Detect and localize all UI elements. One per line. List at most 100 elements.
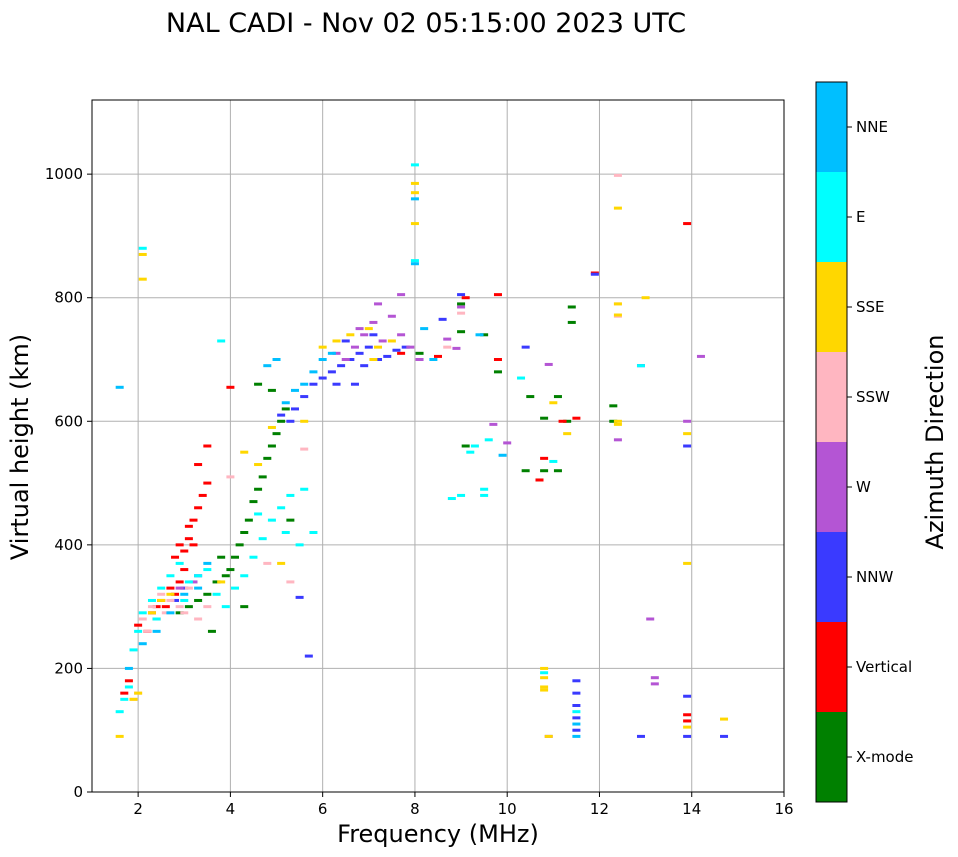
data-point-sse (410, 191, 419, 195)
y-axis-label: Virtual height (km) (6, 334, 34, 560)
data-point-sse (134, 691, 143, 695)
data-point-vertical (189, 543, 198, 547)
data-point-nne (194, 586, 203, 590)
data-point-nne (410, 262, 419, 266)
data-point-nnw (286, 419, 295, 423)
data-point-sse (549, 401, 558, 405)
data-point-vertical (226, 385, 235, 389)
colorbar-category-label: SSW (856, 388, 890, 406)
data-point-nne (263, 364, 272, 368)
data-point-e (249, 555, 258, 559)
data-point-x-mode (231, 555, 240, 559)
data-point-w (355, 327, 364, 331)
data-point-e (217, 339, 226, 343)
colorbar-swatch (816, 532, 847, 622)
data-point-e (166, 574, 175, 578)
data-point-e (277, 506, 286, 510)
colorbar-swatch (816, 712, 847, 802)
data-point-x-mode (272, 432, 281, 436)
data-point-vertical (194, 506, 203, 510)
data-point-nnw (337, 364, 346, 368)
data-point-e (134, 629, 143, 633)
data-point-vertical (397, 351, 406, 355)
data-point-e (212, 592, 221, 596)
data-point-vertical (175, 543, 184, 547)
data-point-x-mode (493, 370, 502, 374)
data-point-w (650, 682, 659, 686)
data-point-vertical (171, 592, 180, 596)
colorbar-swatch (816, 442, 847, 532)
data-point-ssw (226, 475, 235, 479)
data-point-e (180, 598, 189, 602)
data-point-nne (498, 453, 507, 457)
data-point-vertical (461, 296, 470, 300)
data-point-nnw (364, 345, 373, 349)
data-point-x-mode (203, 592, 212, 596)
data-point-nne (124, 666, 133, 670)
data-point-sse (277, 561, 286, 565)
data-point-e (175, 561, 184, 565)
data-point-e (157, 586, 166, 590)
data-point-e (124, 685, 133, 689)
data-point-w (369, 320, 378, 324)
data-point-nne (281, 401, 290, 405)
data-point-sse (540, 676, 549, 680)
data-point-nne (572, 734, 581, 738)
data-point-sse (138, 252, 147, 256)
data-point-w (650, 676, 659, 680)
data-point-nne (572, 722, 581, 726)
data-point-nnw (304, 654, 313, 658)
data-point-e (286, 493, 295, 497)
data-point-x-mode (540, 469, 549, 473)
data-point-nne (309, 370, 318, 374)
data-point-vertical (535, 478, 544, 482)
y-tick-label: 0 (73, 783, 83, 801)
data-point-sse (387, 339, 396, 343)
data-point-e (410, 163, 419, 167)
data-point-sse (563, 432, 572, 436)
data-point-e (466, 450, 475, 454)
grid-lines (92, 100, 785, 793)
data-point-x-mode (254, 487, 263, 491)
data-point-nne (300, 382, 309, 386)
data-point-sse (318, 345, 327, 349)
data-point-ssw (286, 580, 295, 584)
data-point-e (517, 376, 526, 380)
colorbar-swatch (816, 82, 847, 172)
x-tick-label: 6 (318, 800, 328, 818)
data-point-x-mode (521, 469, 530, 473)
data-point-sse (613, 422, 622, 426)
data-point-x-mode (267, 388, 276, 392)
data-point-nnw (327, 370, 336, 374)
data-point-x-mode (526, 395, 535, 399)
data-point-nne (475, 333, 484, 337)
data-point-nnw (374, 358, 383, 361)
data-point-ssw (147, 605, 156, 609)
data-point-nnw (300, 395, 309, 399)
data-point-nnw (438, 317, 447, 321)
data-point-e (636, 364, 645, 368)
data-point-nnw (309, 382, 318, 386)
data-point-vertical (558, 419, 567, 423)
data-point-e (254, 512, 263, 516)
x-axis-label: Frequency (MHz) (337, 820, 539, 848)
data-point-x-mode (480, 333, 489, 337)
data-point-w (544, 362, 553, 366)
data-point-e (138, 611, 147, 615)
data-point-e (147, 598, 156, 602)
data-point-vertical (134, 623, 143, 627)
colorbar-label: Azimuth Direction (921, 335, 949, 550)
data-point-sse (254, 463, 263, 467)
data-point-e (572, 710, 581, 714)
data-point-x-mode (553, 395, 562, 399)
colorbar-category-label: W (856, 478, 871, 496)
data-point-ssw (194, 617, 203, 621)
data-point-e (480, 493, 489, 497)
data-point-ssw (457, 311, 466, 315)
data-point-sse (374, 345, 383, 349)
data-point-nnw (392, 348, 401, 352)
data-point-vertical (180, 568, 189, 572)
data-point-sse (540, 685, 549, 689)
data-point-e (540, 671, 549, 675)
